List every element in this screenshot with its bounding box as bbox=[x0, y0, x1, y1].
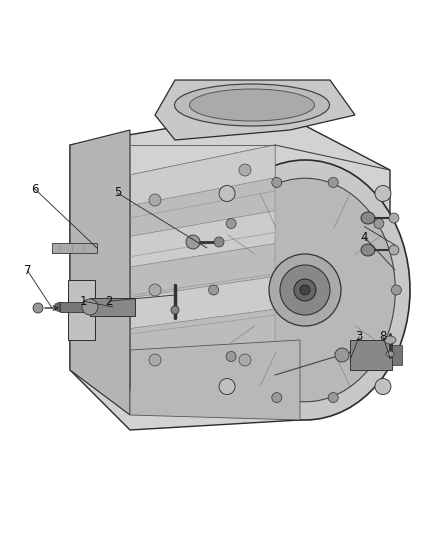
Ellipse shape bbox=[335, 348, 349, 362]
Ellipse shape bbox=[328, 393, 338, 402]
Polygon shape bbox=[70, 130, 130, 415]
Text: 7: 7 bbox=[24, 264, 32, 277]
Polygon shape bbox=[70, 110, 390, 430]
Ellipse shape bbox=[328, 177, 338, 188]
Ellipse shape bbox=[389, 213, 399, 223]
Ellipse shape bbox=[190, 89, 314, 121]
Polygon shape bbox=[130, 340, 300, 420]
Text: 4: 4 bbox=[360, 231, 368, 244]
Ellipse shape bbox=[280, 265, 330, 315]
Ellipse shape bbox=[208, 285, 219, 295]
Ellipse shape bbox=[33, 303, 43, 313]
Polygon shape bbox=[130, 211, 275, 267]
Polygon shape bbox=[130, 309, 275, 359]
Ellipse shape bbox=[239, 354, 251, 366]
Ellipse shape bbox=[300, 285, 310, 295]
Ellipse shape bbox=[214, 237, 224, 247]
Polygon shape bbox=[52, 243, 97, 253]
Text: 2: 2 bbox=[105, 295, 113, 308]
Ellipse shape bbox=[272, 393, 282, 402]
Ellipse shape bbox=[186, 235, 200, 249]
Ellipse shape bbox=[386, 351, 394, 357]
Polygon shape bbox=[392, 345, 402, 365]
Ellipse shape bbox=[391, 285, 401, 295]
Polygon shape bbox=[130, 342, 275, 390]
Ellipse shape bbox=[149, 354, 161, 366]
Polygon shape bbox=[350, 340, 392, 370]
Ellipse shape bbox=[361, 212, 375, 224]
Ellipse shape bbox=[239, 164, 251, 176]
Polygon shape bbox=[60, 302, 90, 312]
Ellipse shape bbox=[226, 219, 236, 229]
Ellipse shape bbox=[375, 378, 391, 394]
Ellipse shape bbox=[375, 185, 391, 201]
Ellipse shape bbox=[374, 219, 384, 229]
Polygon shape bbox=[130, 244, 275, 298]
Ellipse shape bbox=[294, 279, 316, 301]
Ellipse shape bbox=[215, 178, 396, 402]
Polygon shape bbox=[130, 178, 275, 237]
Ellipse shape bbox=[200, 160, 410, 420]
Ellipse shape bbox=[272, 177, 282, 188]
Ellipse shape bbox=[361, 244, 375, 256]
Ellipse shape bbox=[389, 245, 399, 255]
Ellipse shape bbox=[149, 194, 161, 206]
Polygon shape bbox=[130, 277, 275, 328]
Polygon shape bbox=[130, 145, 275, 390]
Ellipse shape bbox=[269, 254, 341, 326]
Ellipse shape bbox=[174, 84, 329, 126]
Polygon shape bbox=[68, 280, 95, 340]
Text: 6: 6 bbox=[31, 183, 39, 196]
Ellipse shape bbox=[149, 284, 161, 296]
Polygon shape bbox=[155, 80, 355, 140]
Polygon shape bbox=[90, 298, 135, 316]
Ellipse shape bbox=[384, 336, 396, 344]
Text: 5: 5 bbox=[114, 187, 121, 199]
Ellipse shape bbox=[82, 299, 98, 315]
Ellipse shape bbox=[219, 378, 235, 394]
Text: 8: 8 bbox=[380, 330, 387, 343]
Polygon shape bbox=[55, 302, 60, 312]
Ellipse shape bbox=[219, 185, 235, 201]
Text: 1: 1 bbox=[79, 295, 87, 308]
Ellipse shape bbox=[226, 351, 236, 361]
Polygon shape bbox=[130, 145, 275, 206]
Ellipse shape bbox=[171, 306, 179, 314]
Text: 3: 3 bbox=[356, 330, 363, 343]
Ellipse shape bbox=[374, 351, 384, 361]
